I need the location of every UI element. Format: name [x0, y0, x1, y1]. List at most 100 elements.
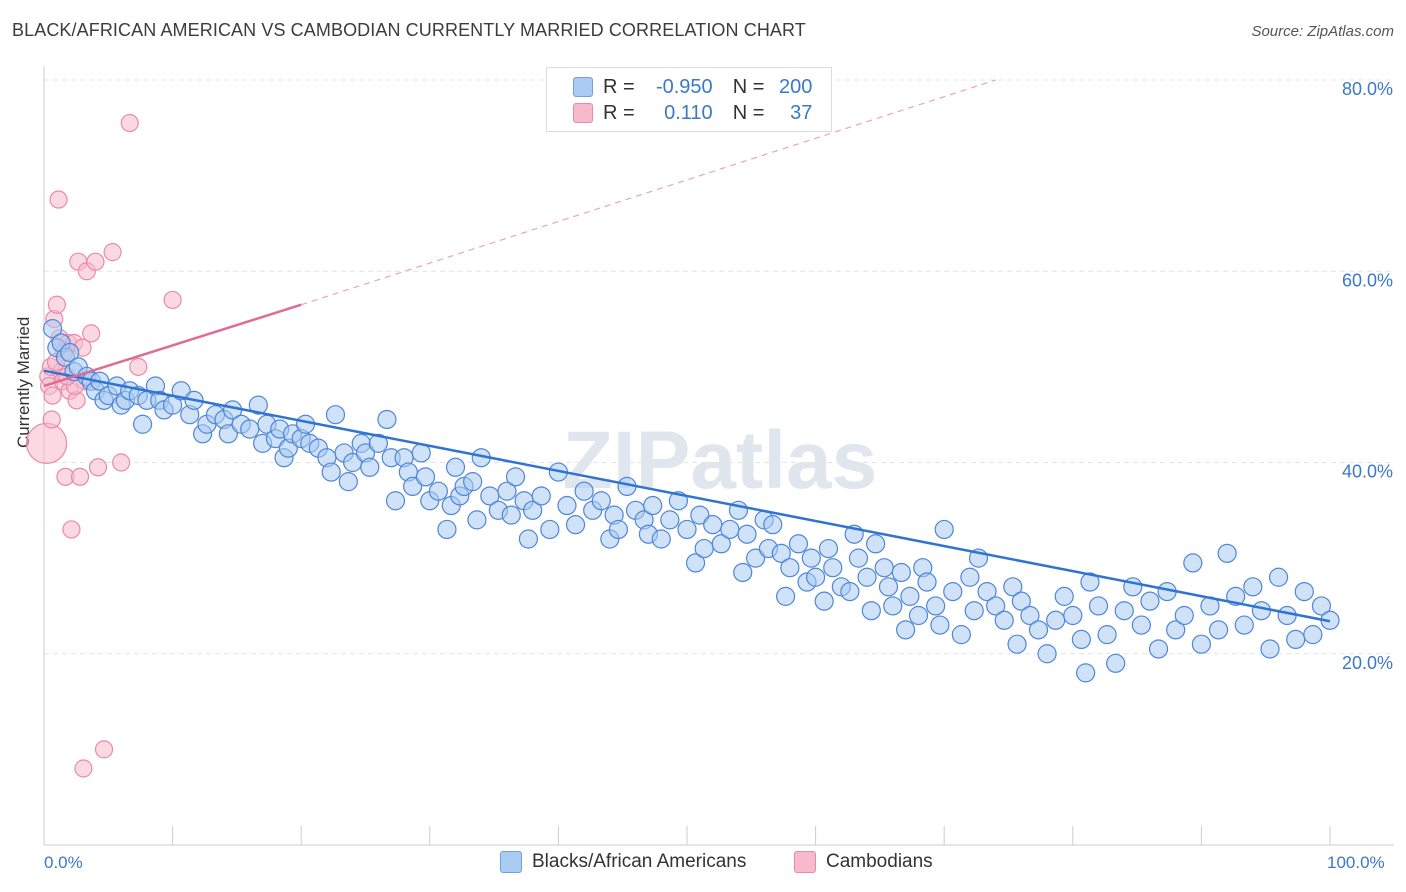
blacks-point — [1114, 601, 1134, 621]
blacks-point — [848, 548, 869, 568]
blacks-point — [445, 457, 466, 477]
watermark: ZIPatlas — [563, 415, 877, 506]
blacks-point — [1277, 605, 1297, 626]
legend-label: Blacks/African Americans — [532, 851, 747, 872]
chart-title: BLACK/AFRICAN AMERICAN VS CAMBODIAN CURR… — [12, 20, 806, 40]
blacks-point — [428, 481, 448, 501]
blacks-point — [771, 543, 791, 563]
blacks-point — [518, 529, 538, 549]
legend-n-label: N = — [732, 101, 765, 124]
blacks-point — [1191, 634, 1212, 654]
blacks-point — [1011, 591, 1031, 611]
y-tick-label: 20.0% — [1342, 653, 1393, 673]
blacks-point — [295, 414, 316, 434]
cambodians-point — [94, 740, 114, 759]
blacks-point — [763, 515, 783, 535]
legend-row-blacks: R = -0.950 N = 200 — [573, 75, 812, 99]
cambodians-point — [88, 458, 108, 477]
blacks-point — [780, 558, 800, 578]
legend-n-value: 200 — [779, 75, 813, 98]
blacks-point — [943, 581, 963, 602]
blacks-point — [1183, 553, 1203, 573]
blacks-point — [651, 529, 671, 549]
blacks-point — [1088, 596, 1109, 616]
blacks-point — [1046, 610, 1066, 630]
gridlines — [44, 79, 1394, 655]
blacks-point — [1208, 620, 1229, 640]
blacks-point — [60, 342, 80, 363]
cambodians-point — [47, 295, 66, 314]
blacks-point — [840, 581, 860, 602]
blacks-point — [878, 577, 899, 597]
blacks-point — [540, 519, 560, 540]
blacks-point — [368, 433, 388, 453]
blacks-point — [1174, 605, 1194, 626]
chart-source: Source: ZipAtlas.com — [1251, 23, 1394, 40]
cambodians-point — [70, 467, 90, 486]
legend-swatch-blue — [500, 851, 522, 873]
blacks-point — [1294, 581, 1314, 602]
blacks-point — [248, 395, 268, 415]
blacks-point — [523, 500, 543, 520]
blacks-point — [501, 505, 521, 525]
legend-n-label: N = — [732, 75, 765, 98]
blacks-point — [1217, 543, 1237, 563]
blacks-point — [360, 457, 380, 477]
blacks-point — [823, 558, 843, 578]
blacks-point — [565, 515, 586, 535]
blacks-point — [240, 419, 260, 439]
blacks-point — [866, 534, 886, 554]
blacks-point — [1106, 653, 1126, 673]
cambodians-trend-line — [43, 303, 302, 388]
blacks-point — [775, 586, 796, 606]
legend-row-cambodians: R = 0.110 N = 37 — [573, 101, 812, 125]
blacks-point — [132, 414, 153, 434]
cambodians-point — [86, 252, 105, 271]
blacks-points — [42, 319, 1340, 683]
cambodians-point — [163, 290, 182, 310]
trend-lines — [43, 79, 1331, 623]
series-legend: Blacks/African Americans Cambodians — [0, 851, 1406, 877]
blacks-point — [497, 481, 517, 501]
y-tick-label: 40.0% — [1342, 462, 1393, 482]
blacks-point — [814, 591, 834, 611]
cambodians-point — [120, 113, 139, 133]
blacks-point — [660, 510, 680, 530]
cambodians-point — [82, 324, 101, 343]
blacks-point — [900, 586, 920, 606]
blacks-point — [737, 524, 757, 544]
cambodians-point — [49, 190, 68, 209]
blacks-point — [1268, 567, 1289, 587]
blacks-point — [801, 548, 821, 568]
blacks-point — [608, 519, 629, 540]
blacks-point — [218, 424, 238, 444]
blacks-point — [951, 625, 971, 645]
blacks-point — [690, 505, 710, 525]
blacks-point — [1131, 615, 1151, 635]
y-tick-labels: 20.0% 40.0% 60.0% 80.0% — [1342, 79, 1393, 673]
blacks-point — [1243, 577, 1263, 597]
blacks-point — [377, 409, 397, 430]
blacks-point — [930, 615, 950, 635]
blacks-point — [1311, 596, 1332, 616]
legend-item-blacks[interactable]: Blacks/African Americans — [500, 851, 746, 873]
blacks-point — [874, 558, 894, 578]
blacks-point — [325, 405, 346, 425]
cambodians-point — [74, 759, 93, 778]
blacks-point — [574, 481, 594, 501]
blacks-point — [557, 495, 577, 516]
legend-item-cambodians[interactable]: Cambodians — [794, 851, 933, 873]
blacks-point — [1251, 601, 1272, 621]
blacks-point — [1097, 625, 1117, 645]
legend-r-value: -0.950 — [655, 75, 713, 98]
blacks-point — [415, 467, 436, 487]
blacks-point — [805, 567, 826, 587]
blacks-point — [711, 534, 731, 554]
legend-swatch-pink — [573, 103, 593, 123]
blacks-point — [685, 553, 706, 573]
blacks-point — [1166, 620, 1186, 640]
y-tick-label: 60.0% — [1342, 270, 1393, 290]
cambodians-point — [42, 410, 61, 429]
legend-r-label: R = — [603, 101, 635, 124]
